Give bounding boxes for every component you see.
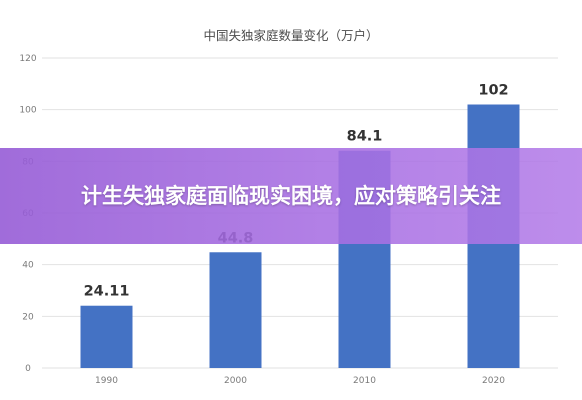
y-tick-label: 0 [25, 364, 31, 374]
data-label: 84.1 [347, 129, 383, 145]
x-tick-label: 1990 [95, 376, 118, 386]
data-label: 102 [478, 83, 508, 99]
y-tick-label: 40 [22, 261, 34, 271]
data-label: 24.11 [84, 284, 130, 300]
headline-banner: 计生失独家庭面临现实困境，应对策略引关注 [0, 148, 582, 244]
chart-title: 中国失独家庭数量变化（万户） [203, 28, 378, 43]
bar-1990 [80, 305, 133, 368]
x-tick-label: 2000 [224, 376, 247, 386]
headline-text: 计生失独家庭面临现实困境，应对策略引关注 [81, 183, 501, 208]
y-tick-label: 20 [22, 312, 34, 322]
y-tick-label: 120 [19, 54, 36, 64]
x-tick-label: 2020 [482, 376, 505, 386]
x-tick-label: 2010 [353, 376, 376, 386]
y-tick-label: 100 [19, 106, 36, 116]
bar-2000 [209, 252, 262, 368]
